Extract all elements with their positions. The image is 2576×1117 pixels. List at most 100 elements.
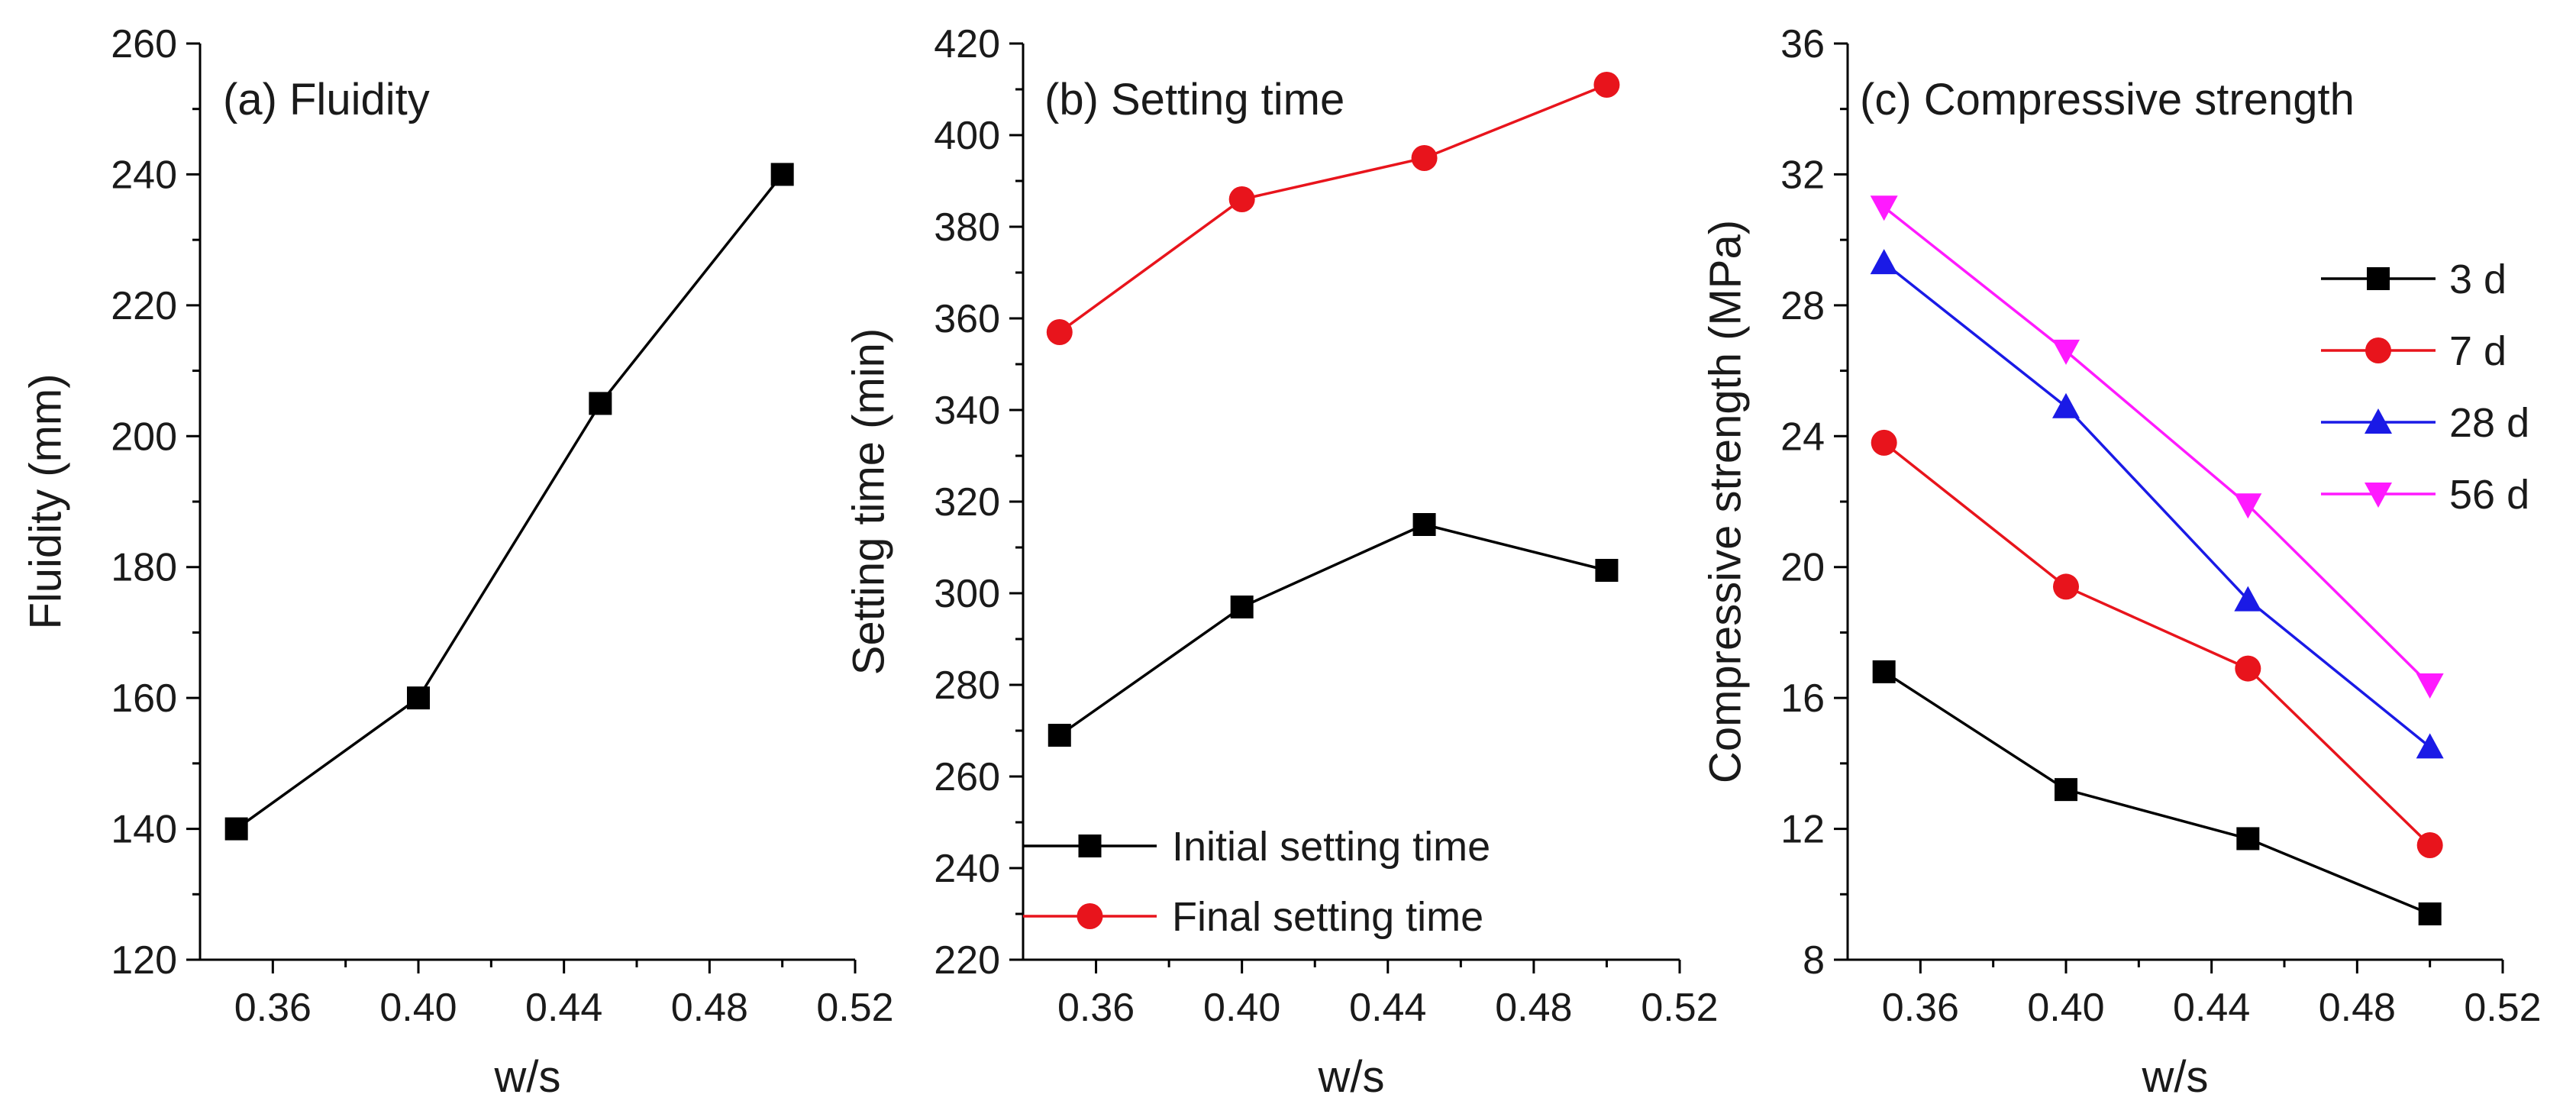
y-tick-label: 20	[1780, 546, 1825, 590]
y-tick-label: 36	[1780, 22, 1825, 66]
data-point	[1412, 513, 1436, 536]
data-point	[2416, 832, 2443, 858]
data-point	[2052, 392, 2080, 418]
legend-entry: 56 d	[2321, 472, 2529, 518]
x-axis-title: w/s	[494, 1052, 561, 1102]
legend-label: Initial setting time	[1172, 824, 1490, 870]
data-point	[2236, 827, 2260, 851]
x-tick-label: 0.44	[525, 986, 602, 1030]
series-1	[1872, 660, 2442, 925]
y-tick-label: 8	[1803, 938, 1825, 983]
data-point	[1872, 660, 1896, 683]
legend-marker	[2365, 337, 2391, 363]
y-tick-label: 280	[934, 663, 1000, 708]
y-tick-label: 260	[111, 22, 177, 66]
series-line	[1058, 83, 1608, 334]
y-axis-title: Fluidity (mm)	[21, 373, 70, 629]
y-tick-label: 220	[111, 284, 177, 328]
y-tick-label: 360	[934, 297, 1000, 341]
y-tick-label: 200	[111, 415, 177, 459]
legend-entry: Final setting time	[1023, 894, 1483, 940]
y-tick-label: 180	[111, 546, 177, 590]
x-tick-label: 0.40	[379, 986, 457, 1030]
y-tick-label: 220	[934, 938, 1000, 983]
legend-entry: Initial setting time	[1023, 824, 1490, 870]
legend-label: 56 d	[2449, 472, 2529, 518]
x-tick-label: 0.48	[2319, 986, 2396, 1030]
panel-3: 0.36 0.40 0.44 0.48 0.52 8 12 16 20 24 28 32 36 w/s Co…	[1700, 22, 2541, 1102]
panel-title: (b) Setting time	[1044, 75, 1344, 124]
series-line	[1883, 261, 2431, 748]
data-point	[2234, 586, 2262, 612]
series-line	[1883, 205, 2431, 686]
y-tick-label: 12	[1780, 808, 1825, 852]
data-point	[1593, 72, 1620, 98]
legend: Initial setting time Final setting time	[1023, 824, 1490, 940]
y-axis-title: Compressive strength (MPa)	[1700, 220, 1750, 783]
y-tick-label: 260	[934, 755, 1000, 799]
legend-label: 3 d	[2449, 257, 2507, 302]
legend-marker	[2365, 483, 2392, 508]
x-tick-label: 0.36	[1882, 986, 1959, 1030]
x-tick-label: 0.36	[1057, 986, 1135, 1030]
series-3	[1870, 249, 2444, 759]
data-point	[1046, 319, 1073, 345]
data-point	[1595, 559, 1619, 582]
data-point	[1870, 195, 1898, 221]
y-tick-label: 320	[934, 480, 1000, 525]
legend: 3 d 7 d 28 d 56 d	[2321, 257, 2529, 518]
series-4	[1870, 195, 2444, 699]
y-tick-label: 380	[934, 205, 1000, 250]
y-tick-label: 240	[934, 847, 1000, 891]
y-tick-label: 420	[934, 22, 1000, 66]
y-tick-label: 240	[111, 153, 177, 197]
panel-title: (a) Fluidity	[223, 75, 430, 124]
panel-1: 0.36 0.40 0.44 0.48 0.52 120 140 160 180 200 220 24…	[21, 22, 893, 1102]
y-tick-label: 32	[1780, 153, 1825, 197]
legend-label: Final setting time	[1172, 894, 1483, 940]
panel-2: 0.36 0.40 0.44 0.48 0.52 220 240 260 280 300 320 34…	[844, 22, 1718, 1102]
series-2	[1046, 72, 1620, 345]
data-point	[770, 163, 794, 186]
series-line	[1058, 523, 1607, 737]
data-point	[224, 817, 248, 841]
series-2	[1871, 429, 2443, 858]
x-tick-label: 0.44	[2173, 986, 2250, 1030]
legend-marker	[2367, 267, 2390, 290]
series-1	[224, 163, 794, 841]
data-point	[1411, 145, 1438, 171]
axis-lines	[1022, 44, 1680, 961]
x-tick-label: 0.48	[671, 986, 748, 1030]
series-line	[235, 173, 784, 830]
legend-entry: 3 d	[2321, 257, 2507, 302]
y-tick-label: 300	[934, 572, 1000, 616]
data-point	[1228, 186, 1255, 212]
x-tick-label: 0.40	[2027, 986, 2104, 1030]
y-tick-label: 400	[934, 114, 1000, 158]
data-point	[2235, 655, 2261, 682]
data-point	[1871, 429, 1897, 456]
y-tick-label: 340	[934, 389, 1000, 433]
y-axis-title: Setting time (min)	[844, 328, 893, 675]
series-1	[1048, 513, 1619, 747]
legend-label: 28 d	[2449, 400, 2529, 446]
x-axis-title: w/s	[2142, 1052, 2209, 1102]
data-point	[2418, 902, 2442, 925]
data-point	[1048, 724, 1071, 747]
data-point	[2416, 673, 2444, 699]
data-point	[589, 392, 612, 415]
legend-marker	[2365, 408, 2392, 434]
x-tick-label: 0.44	[1349, 986, 1426, 1030]
data-point	[2055, 778, 2077, 802]
y-tick-label: 160	[111, 676, 177, 721]
x-tick-label: 0.52	[816, 986, 893, 1030]
series-line	[1883, 670, 2431, 915]
x-tick-label: 0.40	[1203, 986, 1280, 1030]
legend-label: 7 d	[2449, 328, 2507, 374]
y-tick-label: 24	[1780, 415, 1825, 459]
y-tick-label: 28	[1780, 284, 1825, 328]
axis-lines	[199, 44, 855, 961]
legend-entry: 7 d	[2321, 328, 2507, 374]
data-point	[2053, 573, 2079, 600]
